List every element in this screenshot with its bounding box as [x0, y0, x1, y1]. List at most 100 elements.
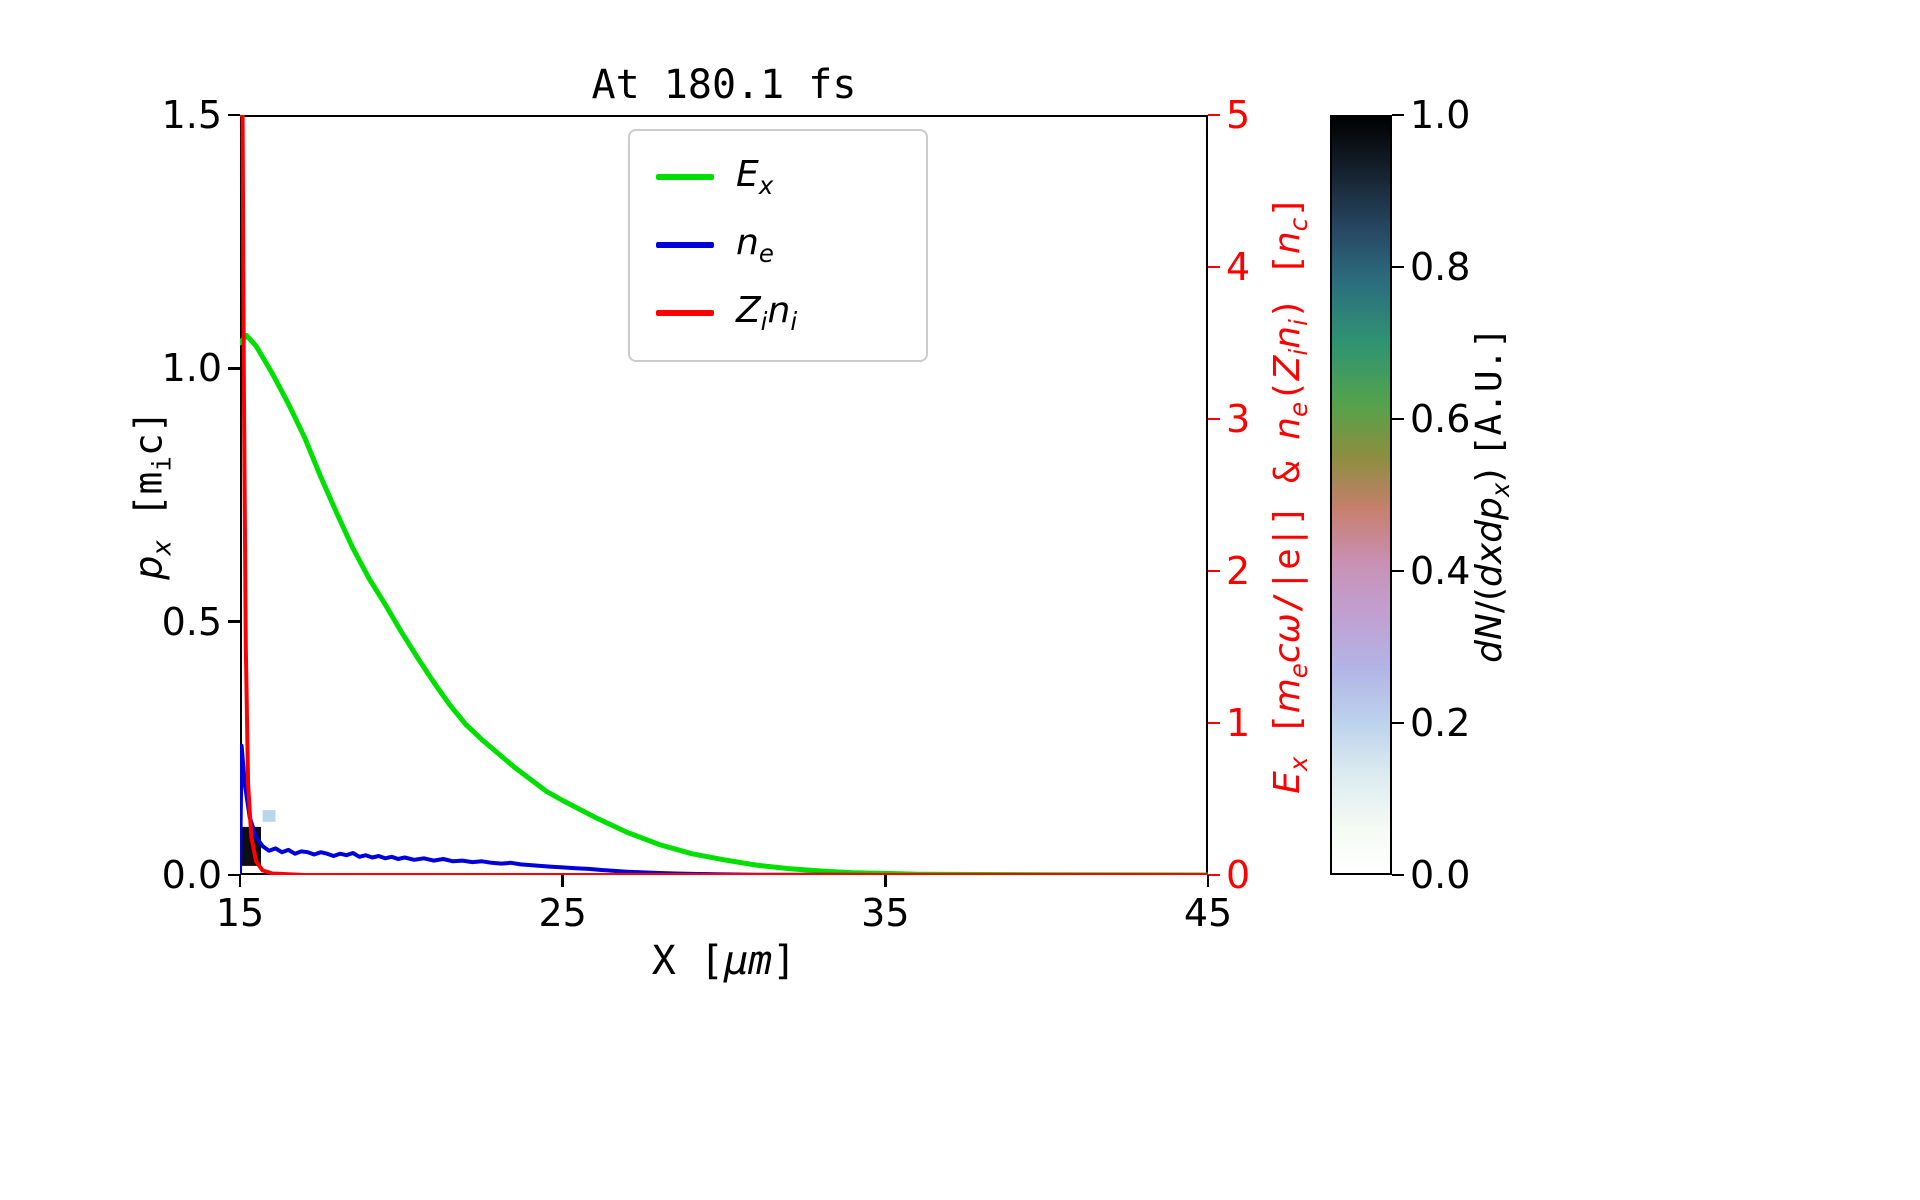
colorbar-tick-mark [1392, 265, 1404, 269]
label-segment: ) [ [1266, 254, 1308, 320]
label-segment: n [1266, 231, 1308, 255]
colorbar-tick-mark [1392, 417, 1404, 421]
label-segment: /|e|] & [1266, 439, 1308, 614]
label-segment: i [1284, 348, 1314, 356]
label-segment: [ [126, 494, 171, 541]
y-left-tick-label: 1.5 [161, 93, 222, 137]
y-right-tick-label: 3 [1226, 397, 1251, 441]
legend-line-sample [656, 174, 714, 181]
colorbar-tick-label: 0.8 [1410, 245, 1471, 289]
y-left-tick-label: 0.0 [161, 853, 222, 897]
colorbar-gradient [1330, 115, 1392, 875]
colorbar-tick-mark [1392, 721, 1404, 725]
label-segment: n [1266, 325, 1308, 349]
legend-item-ne: ne [630, 211, 926, 279]
label-segment: p [126, 555, 171, 580]
x-tick-label: 35 [861, 891, 910, 935]
y-left-tick-mark [228, 367, 240, 370]
label-segment: ] [772, 938, 797, 984]
label-segment: i [1284, 319, 1314, 326]
label-segment: dxdp [1468, 497, 1510, 587]
label-segment: /( [1468, 586, 1510, 614]
y-left-tick-mark [228, 620, 240, 623]
label-segment: c [1266, 643, 1308, 664]
label-segment: [A.U.] [1468, 327, 1510, 458]
series-line-Zini [240, 115, 1208, 875]
y-right-tick-mark [1208, 265, 1220, 269]
label-segment: m [1266, 678, 1308, 714]
legend-box: Ex ne Zini [628, 129, 928, 362]
label-segment: X [ [651, 938, 724, 984]
y-right-tick-label: 1 [1226, 701, 1251, 745]
label-segment: E [736, 154, 759, 195]
legend-item-Ex: Ex [630, 143, 926, 211]
colorbar-tick-label: 0.4 [1410, 549, 1471, 593]
legend-label: Zini [736, 290, 797, 336]
x-tick-mark [884, 875, 887, 887]
legend-label: Ex [736, 154, 773, 200]
label-segment: i [790, 307, 798, 337]
label-segment: e [1284, 401, 1314, 417]
label-segment: x [1284, 756, 1314, 772]
label-segment: μm [723, 938, 773, 984]
label-segment: ω [1266, 613, 1308, 644]
y-right-tick-mark [1208, 417, 1220, 421]
y-left-tick-label: 1.0 [161, 346, 222, 391]
x-tick-mark [238, 875, 242, 887]
label-segment: ( [1266, 380, 1308, 402]
label-segment: e [758, 239, 774, 269]
legend-line-sample [656, 242, 714, 249]
y-axis-right-label: Ex [mecω/|e|] & ne(Zini) [nc] [1267, 196, 1313, 794]
legend-item-Zini: Zini [630, 279, 926, 347]
colorbar-tick-mark [1392, 113, 1404, 117]
colorbar-tick-mark [1392, 569, 1404, 573]
series-line-Ex [240, 332, 1208, 875]
phase-space-cell [262, 810, 276, 822]
x-tick-label: 45 [1183, 891, 1233, 935]
label-segment: ] [1266, 196, 1308, 218]
label-segment: x [758, 171, 774, 201]
series-line-ne [240, 743, 1208, 875]
y-right-tick-mark [1208, 569, 1220, 573]
label-segment: n [736, 222, 759, 264]
x-tick-mark [561, 875, 564, 887]
y-right-tick-label: 2 [1226, 549, 1251, 593]
y-right-tick-mark [1208, 721, 1220, 725]
x-tick-mark [1206, 875, 1210, 887]
y-right-tick-label: 0 [1226, 853, 1251, 897]
y-left-tick-mark [228, 113, 240, 117]
y-right-tick-label: 5 [1226, 93, 1251, 137]
legend-line-sample [656, 310, 714, 317]
y-right-tick-label: 4 [1226, 245, 1251, 289]
label-segment: dN [1468, 613, 1510, 663]
label-segment: x [1486, 482, 1516, 498]
y-left-tick-mark [228, 873, 240, 877]
label-segment: e [1284, 663, 1314, 679]
colorbar-tick-label: 1.0 [1410, 93, 1471, 137]
x-tick-label: 15 [215, 891, 265, 935]
label-segment: Z [1266, 355, 1308, 381]
label-segment: Z [736, 290, 761, 332]
colorbar-tick-label: 0.0 [1410, 853, 1471, 897]
x-tick-label: 25 [538, 891, 587, 935]
y-axis-left-label: px [mic] [127, 410, 178, 579]
label-segment: [ [1266, 713, 1308, 757]
legend-label: ne [736, 222, 774, 268]
plot-title: At 180.1 fs [591, 62, 857, 108]
colorbar-tick-label: 0.2 [1410, 701, 1471, 745]
colorbar-tick-label: 0.6 [1410, 397, 1471, 441]
label-segment: i [147, 456, 178, 472]
colorbar-label: dN/(dxdpx) [A.U.] [1469, 327, 1515, 663]
label-segment: n [767, 290, 791, 332]
plot-canvas [240, 115, 1208, 875]
label-segment: m [126, 471, 171, 495]
y-left-tick-label: 0.5 [161, 599, 222, 644]
x-axis-label: X [μm] [240, 938, 1208, 984]
y-right-tick-mark [1208, 113, 1220, 117]
label-segment: c] [126, 410, 171, 457]
colorbar-tick-mark [1392, 873, 1404, 877]
label-segment: x [147, 540, 178, 556]
label-segment: i [760, 307, 768, 337]
